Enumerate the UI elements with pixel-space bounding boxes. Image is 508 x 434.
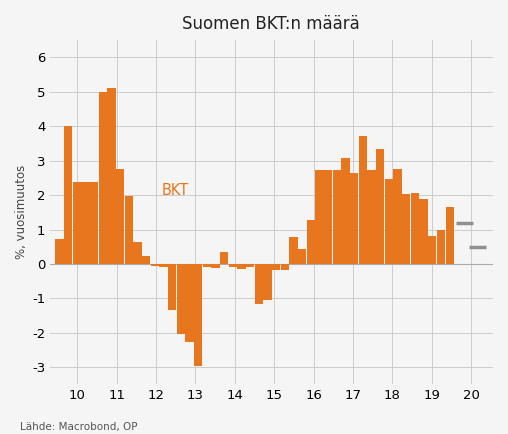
Bar — [359, 136, 367, 264]
Bar — [81, 182, 89, 264]
Bar — [255, 264, 263, 303]
Text: Lähde: Macrobond, OP: Lähde: Macrobond, OP — [20, 422, 138, 432]
Bar — [64, 126, 72, 264]
Bar — [315, 170, 324, 264]
Bar — [420, 198, 428, 264]
Bar — [290, 237, 298, 264]
Bar — [220, 252, 228, 264]
Bar — [211, 264, 219, 268]
Bar — [333, 170, 341, 264]
Bar — [133, 242, 142, 264]
Bar — [116, 169, 124, 264]
Bar — [446, 207, 454, 264]
Bar — [124, 196, 133, 264]
Bar — [350, 173, 359, 264]
Bar — [341, 158, 350, 264]
Bar — [194, 264, 202, 365]
Bar — [229, 264, 237, 267]
Bar — [272, 264, 280, 270]
Bar — [298, 250, 306, 264]
Bar — [437, 230, 445, 264]
Text: BKT: BKT — [162, 183, 189, 198]
Bar — [428, 236, 436, 264]
Bar — [246, 264, 255, 267]
Bar — [385, 179, 393, 264]
Bar — [90, 182, 98, 264]
Bar — [281, 264, 289, 270]
Bar — [394, 169, 402, 264]
Bar — [367, 170, 376, 264]
Bar — [237, 264, 246, 269]
Bar — [402, 194, 410, 264]
Bar — [411, 194, 419, 264]
Y-axis label: %, vuosimuutos: %, vuosimuutos — [15, 165, 28, 260]
Bar — [73, 182, 81, 264]
Bar — [99, 92, 107, 264]
Bar — [307, 220, 315, 264]
Bar — [142, 256, 150, 264]
Bar — [264, 264, 272, 300]
Bar — [151, 264, 159, 266]
Bar — [55, 239, 64, 264]
Bar — [185, 264, 194, 342]
Bar — [177, 264, 185, 333]
Bar — [107, 88, 116, 264]
Bar — [168, 264, 176, 310]
Bar — [324, 170, 332, 264]
Bar — [376, 148, 385, 264]
Bar — [160, 264, 168, 267]
Bar — [203, 264, 211, 267]
Title: Suomen BKT:n määrä: Suomen BKT:n määrä — [182, 15, 360, 33]
